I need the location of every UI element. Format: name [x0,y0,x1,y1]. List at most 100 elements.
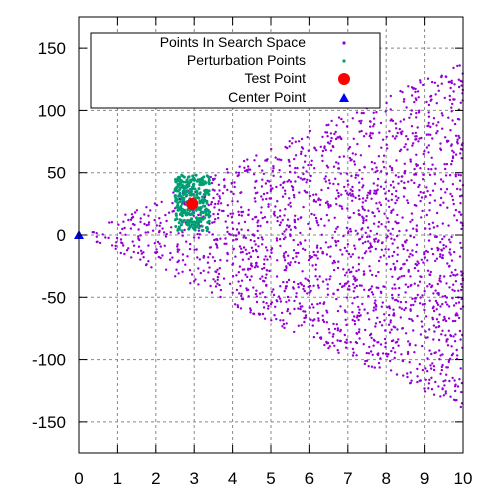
search-space-point [316,278,318,280]
search-space-point [448,317,450,319]
search-space-point [154,202,156,204]
search-space-point [370,198,372,200]
search-space-point [355,354,357,356]
search-space-point [279,285,281,287]
perturbation-point [183,219,186,222]
search-space-point [333,166,335,168]
search-space-point [319,204,321,206]
search-space-point [241,214,243,216]
search-space-point [372,309,374,311]
search-space-point [282,196,284,198]
x-axis-tick-labels: 0 1 2 3 4 5 6 7 8 9 10 [74,469,472,488]
search-space-point [373,340,375,342]
search-space-point [460,174,462,176]
search-space-point [441,114,443,116]
search-space-point [448,330,450,332]
search-space-point [308,150,310,152]
search-space-point [165,235,167,237]
search-space-point [332,146,334,148]
search-space-point [428,349,430,351]
search-space-point [424,195,426,197]
perturbation-point [196,192,199,195]
search-space-point [430,100,432,102]
search-space-point [242,259,244,261]
search-space-point [219,267,221,269]
search-space-point [334,178,336,180]
search-space-point [449,174,451,176]
perturbation-point [204,180,207,183]
search-space-point [459,255,461,257]
search-space-point [404,291,406,293]
search-space-point [350,194,352,196]
search-space-point [413,168,415,170]
search-space-point [410,113,412,115]
search-space-point [390,329,392,331]
search-space-point [448,265,450,267]
search-space-point [214,174,216,176]
search-space-point [281,312,283,314]
search-space-point [341,286,343,288]
search-space-point [436,292,438,294]
search-space-point [426,125,428,127]
search-space-point [252,286,254,288]
search-space-point [382,139,384,141]
search-space-point [337,267,339,269]
search-space-point [298,286,300,288]
search-space-point [330,137,332,139]
search-space-point [337,192,339,194]
search-space-point [394,266,396,268]
search-space-point [326,214,328,216]
search-space-point [290,229,292,231]
search-space-point [224,237,226,239]
search-space-point [439,253,441,255]
search-space-point [147,260,149,262]
search-space-point [395,123,397,125]
search-space-point [434,381,436,383]
search-space-point [207,271,209,273]
search-space-point [441,112,443,114]
perturbation-point [195,209,198,212]
search-space-point [388,314,390,316]
search-space-point [405,307,407,309]
search-space-point [223,277,225,279]
search-space-point [372,212,374,214]
search-space-point [455,302,457,304]
search-space-point [304,310,306,312]
search-space-point [169,252,171,254]
search-space-point [368,346,370,348]
search-space-point [446,163,448,165]
search-space-point [107,237,109,239]
search-space-point [223,179,225,181]
search-space-point [439,305,441,307]
search-space-point [334,261,336,263]
search-space-point [379,256,381,258]
search-space-point [401,308,403,310]
search-space-point [431,164,433,166]
search-space-point [419,200,421,202]
legend-label: Perturbation Points [187,52,306,68]
search-space-point [358,312,360,314]
search-space-point [172,191,174,193]
search-space-point [459,242,461,244]
search-space-point [460,270,462,272]
search-space-point [385,353,387,355]
search-space-point [360,122,362,124]
search-space-point [292,257,294,259]
search-space-point [434,199,436,201]
search-space-point [132,223,134,225]
search-space-point [291,142,293,144]
search-space-point [304,290,306,292]
search-space-point [189,282,191,284]
search-space-point [361,216,363,218]
search-space-point [381,324,383,326]
search-space-point [250,256,252,258]
search-space-point [222,192,224,194]
search-space-point [150,266,152,268]
search-space-point [377,178,379,180]
search-space-point [409,253,411,255]
search-space-point [218,184,220,186]
search-space-point [326,253,328,255]
search-space-point [406,259,408,261]
search-space-point [239,265,241,267]
search-space-point [386,306,388,308]
